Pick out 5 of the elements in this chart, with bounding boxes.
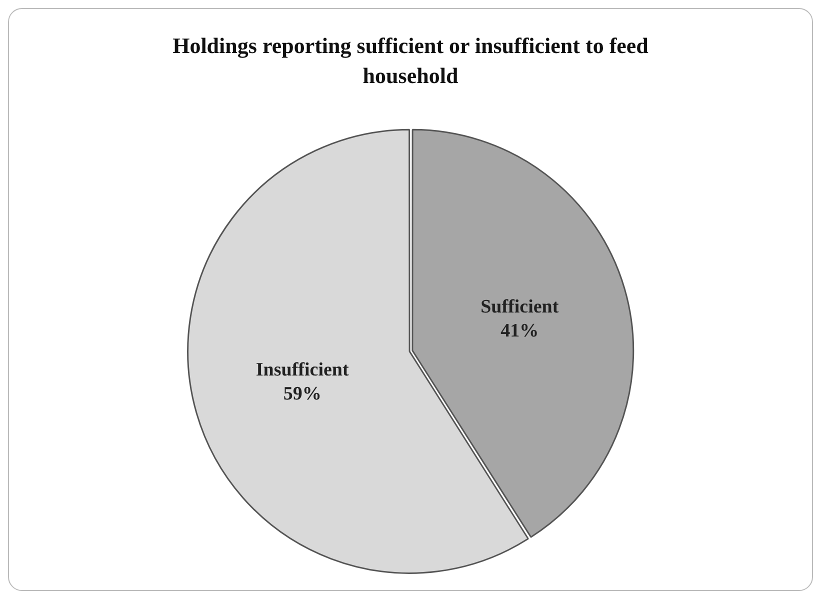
chart-title: Holdings reporting sufficient or insufficient to feed household [172, 32, 650, 90]
data-label: 59% [283, 383, 322, 404]
data-label: 41% [500, 320, 539, 342]
slice-label: Sufficient [480, 296, 560, 318]
slice-label: Insufficient [256, 359, 350, 380]
